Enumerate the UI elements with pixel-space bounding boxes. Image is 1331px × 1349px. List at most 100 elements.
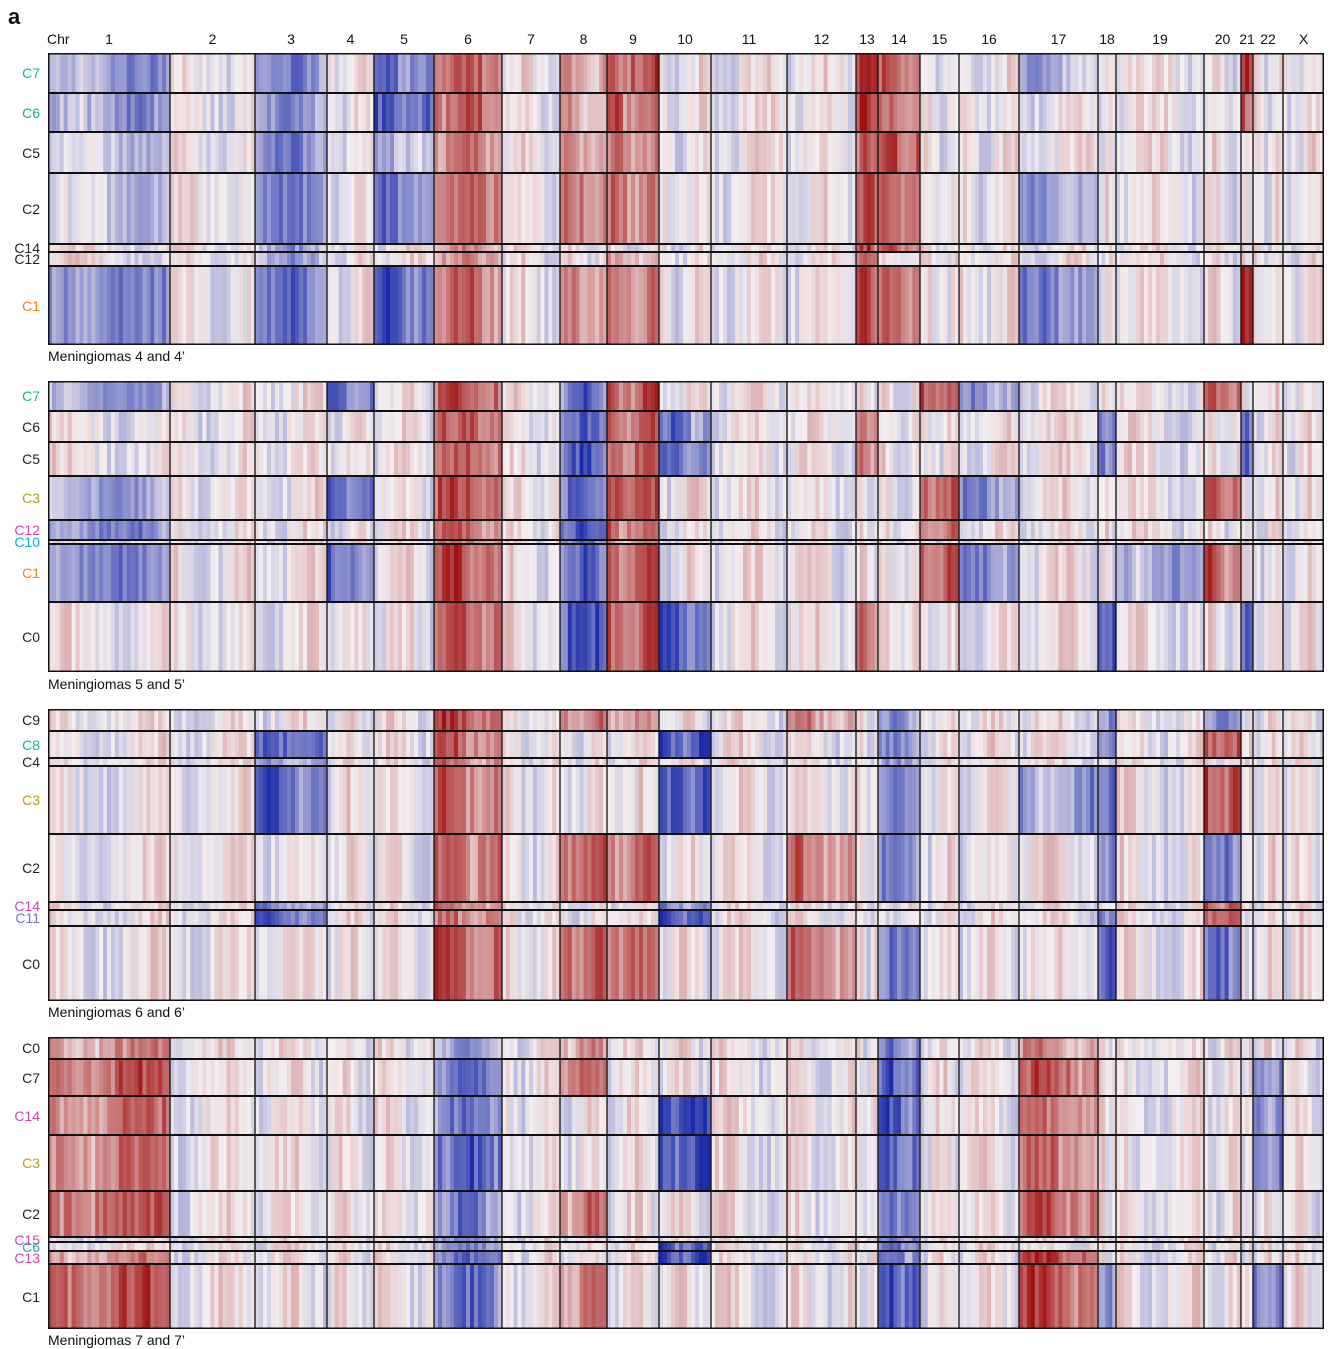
heatmap-cell <box>1287 602 1292 672</box>
heatmap-cell <box>727 132 732 173</box>
heatmap-cell <box>1303 540 1308 544</box>
heatmap-cell <box>1034 476 1040 520</box>
heatmap-cell <box>525 411 530 442</box>
heatmap-cell <box>406 540 411 544</box>
heatmap-cell <box>174 244 179 252</box>
heatmap-cell <box>1311 132 1317 173</box>
heatmap-cell <box>330 381 336 411</box>
heatmap-cell <box>1232 540 1238 544</box>
heatmap-cell <box>839 381 845 411</box>
heatmap-cell <box>619 252 624 266</box>
heatmap-cell <box>683 540 688 544</box>
heatmap-cell <box>226 93 232 132</box>
heatmap-cell <box>870 411 875 442</box>
heatmap-cell <box>1050 520 1055 540</box>
heatmap-cell <box>851 132 857 173</box>
heatmap-cell <box>536 520 542 540</box>
heatmap-cell <box>536 244 542 252</box>
heatmap-cell <box>319 520 324 540</box>
heatmap-cell <box>643 544 648 602</box>
heatmap-cell <box>587 173 592 244</box>
heatmap-cell <box>295 544 300 602</box>
heatmap-cell <box>178 244 183 252</box>
heatmap-cell <box>955 540 960 544</box>
heatmap-cell <box>366 252 371 266</box>
heatmap-cell <box>1007 244 1012 252</box>
heatmap-cell <box>1232 442 1238 476</box>
heatmap-cell <box>107 540 112 544</box>
heatmap-cell <box>1279 381 1284 411</box>
heatmap-cell <box>1204 93 1209 132</box>
heatmap-cell <box>234 244 240 252</box>
heatmap-cell <box>1022 252 1028 266</box>
heatmap-cell <box>583 381 588 411</box>
heatmap-cell <box>691 411 696 442</box>
heatmap-cell <box>342 442 347 476</box>
heatmap-cell <box>1022 442 1028 476</box>
heatmap-cell <box>951 544 956 602</box>
heatmap-cell <box>303 266 308 345</box>
heatmap-cell <box>142 411 147 442</box>
heatmap-cell <box>202 173 207 244</box>
heatmap-cell <box>947 266 952 345</box>
heatmap-cell <box>210 266 215 345</box>
heatmap-cell <box>1184 252 1189 266</box>
heatmap-cell <box>699 266 704 345</box>
heatmap-cell <box>1236 266 1242 345</box>
heatmap-cell <box>771 252 776 266</box>
heatmap-cell <box>1062 411 1067 442</box>
heatmap-cell <box>323 93 328 132</box>
cluster-block <box>48 266 1324 345</box>
heatmap-cell <box>1180 53 1185 93</box>
heatmap-cell <box>711 520 716 540</box>
heatmap-cell <box>1241 411 1246 442</box>
heatmap-cell <box>1112 266 1117 345</box>
heatmap-cell <box>979 602 984 672</box>
heatmap-cell <box>631 540 636 544</box>
heatmap-cell <box>1168 476 1173 520</box>
heatmap-cell <box>571 381 577 411</box>
panel-frame <box>48 381 1324 672</box>
heatmap-cell <box>1128 520 1133 540</box>
heatmap-cell <box>1299 173 1304 244</box>
heatmap-cell <box>338 173 344 244</box>
heatmap-cell <box>390 544 395 602</box>
heatmap-cell <box>75 411 80 442</box>
heatmap-cell <box>963 132 968 173</box>
heatmap-cell <box>995 173 1000 244</box>
heatmap-cell <box>889 53 894 93</box>
heatmap-cell <box>462 381 467 411</box>
heatmap-cell <box>402 132 407 173</box>
heatmap-cell <box>1015 540 1020 544</box>
heatmap-cell <box>498 252 503 266</box>
heatmap-cell <box>735 252 740 266</box>
heatmap-cell <box>1212 411 1217 442</box>
heatmap-cell <box>631 93 636 132</box>
heatmap-cell <box>509 411 514 442</box>
heatmap-cell <box>342 476 347 520</box>
heatmap-cell <box>759 520 764 540</box>
heatmap-cell <box>174 132 179 173</box>
heatmap-cell <box>1038 53 1044 93</box>
heatmap-cell <box>675 244 680 252</box>
heatmap-cell <box>897 244 902 252</box>
heatmap-cell <box>350 520 355 540</box>
heatmap-cell <box>462 244 467 252</box>
chromosome-tick-label: 3 <box>287 31 295 47</box>
heatmap-cell <box>394 544 399 602</box>
heatmap-cell <box>703 132 708 173</box>
heatmap-cell <box>1307 602 1313 672</box>
heatmap-cell <box>959 244 964 252</box>
heatmap-cell <box>975 381 980 411</box>
heatmap-cell <box>699 442 704 476</box>
heatmap-cell <box>358 252 363 266</box>
heatmap-cell <box>540 173 545 244</box>
heatmap-cell <box>1030 93 1036 132</box>
heatmap-cell <box>1245 252 1250 266</box>
heatmap-cell <box>1236 173 1242 244</box>
heatmap-cell <box>250 132 256 173</box>
heatmap-cell <box>1268 266 1273 345</box>
heatmap-cell <box>1046 53 1051 93</box>
heatmap-cell <box>198 244 203 252</box>
heatmap-cell <box>1192 132 1197 173</box>
